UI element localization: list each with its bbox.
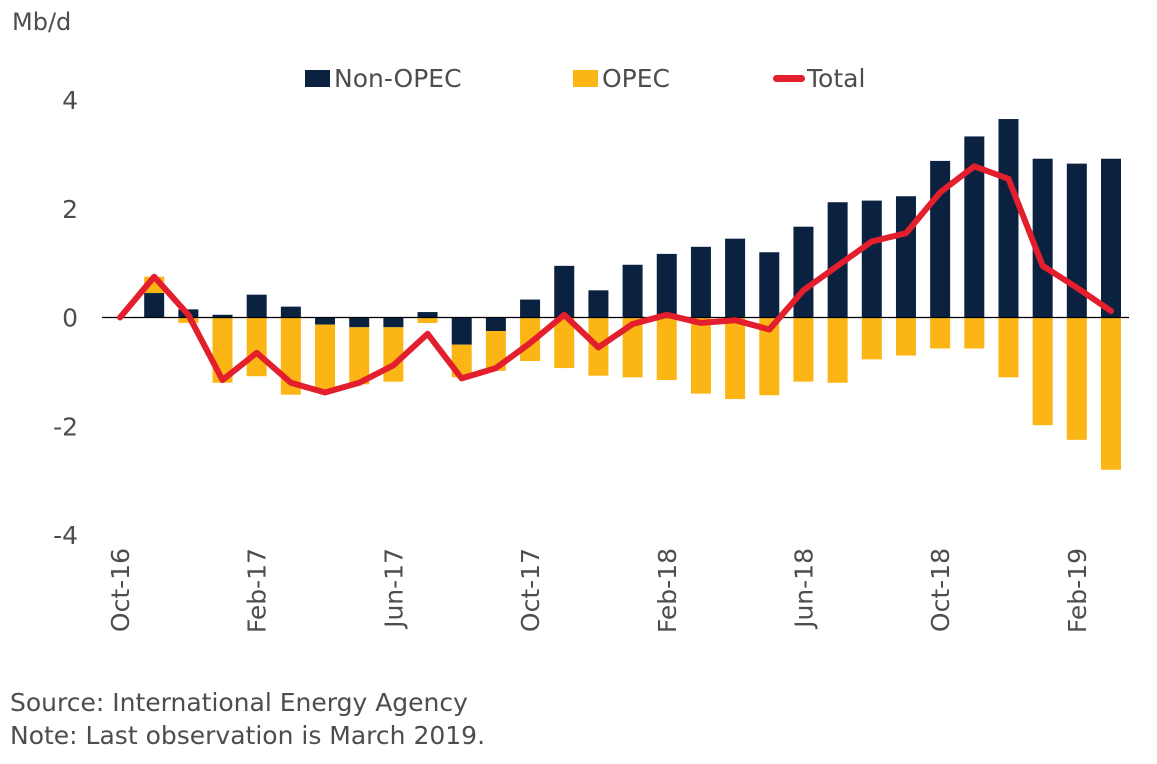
opec-bar-aug-18 <box>861 317 882 360</box>
x-tick-label-oct-18: Oct-18 <box>926 548 955 632</box>
non-opec-bar-mar-17 <box>280 306 301 318</box>
non-opec-bar-mar-19 <box>1101 158 1121 318</box>
opec-bar-jun-17 <box>383 327 404 382</box>
opec-bar-apr-18 <box>725 317 746 400</box>
non-opec-bars <box>144 119 1121 345</box>
non-opec-bar-may-17 <box>349 317 370 328</box>
total-line <box>117 163 1114 396</box>
legend: Non-OPEC OPEC Total <box>0 64 1157 98</box>
non-opec-bar-jul-17 <box>417 312 438 318</box>
opec-bar-sep-18 <box>895 317 916 356</box>
opec-bar-jan-18 <box>622 317 643 378</box>
opec-bar-mar-19 <box>1101 317 1121 470</box>
y-tick-label-4: -4 <box>53 521 78 550</box>
non-opec-bar-jan-17 <box>212 314 233 318</box>
legend-item-total: Total <box>773 64 865 93</box>
non-opec-bar-jan-18 <box>622 264 643 318</box>
opec-bar-nov-18 <box>964 317 985 349</box>
legend-label-total: Total <box>807 64 866 93</box>
opec-bar-may-18 <box>759 317 780 396</box>
y-tick-label-1: 2 <box>62 195 78 224</box>
x-axis-tick-labels: Oct-16 Feb-17 Jun-17 Oct-17 Feb-18 Jun-18 Oct-… <box>106 548 1092 633</box>
y-tick-label-2: 0 <box>62 304 78 333</box>
legend-label-non-opec: Non-OPEC <box>334 64 462 93</box>
legend-swatch-non-opec <box>305 70 330 87</box>
x-tick-label-feb-17: Feb-17 <box>243 548 272 633</box>
non-opec-bar-feb-18 <box>656 253 677 318</box>
non-opec-bar-nov-18 <box>964 136 985 318</box>
y-tick-label-3: -2 <box>53 412 78 441</box>
non-opec-bar-sep-18 <box>895 196 916 318</box>
non-opec-bar-jul-18 <box>827 202 848 318</box>
non-opec-bar-feb-19 <box>1066 163 1087 318</box>
opec-bar-jun-18 <box>793 317 814 382</box>
opec-bar-feb-19 <box>1066 317 1087 440</box>
non-opec-bar-apr-18 <box>725 238 746 318</box>
opec-bar-jan-19 <box>1032 317 1053 426</box>
x-tick-label-feb-19: Feb-19 <box>1063 548 1092 633</box>
y-axis-unit-label: Mb/d <box>12 8 72 36</box>
opec-bar-may-17 <box>349 327 370 385</box>
non-opec-bar-sep-17 <box>485 317 506 332</box>
non-opec-bar-dec-18 <box>998 119 1019 318</box>
non-opec-bar-mar-18 <box>690 246 711 318</box>
opec-bar-oct-18 <box>930 317 951 349</box>
legend-label-opec: OPEC <box>602 64 671 93</box>
legend-swatch-total <box>773 75 805 82</box>
opec-bar-apr-17 <box>315 324 336 393</box>
opec-bar-feb-17 <box>246 317 267 377</box>
opec-bar-feb-18 <box>656 317 677 381</box>
non-opec-bar-jun-17 <box>383 317 404 328</box>
x-tick-label-jun-17: Jun-17 <box>379 548 408 630</box>
opec-bar-dec-18 <box>998 317 1019 378</box>
opec-bar-jul-18 <box>827 317 848 383</box>
y-tick-label-0: 4 <box>62 86 78 115</box>
non-opec-bar-jun-18 <box>793 226 814 318</box>
y-axis-tick-labels: 4 2 0 -2 -4 <box>53 86 78 550</box>
legend-item-non-opec: Non-OPEC <box>305 64 462 93</box>
non-opec-bar-aug-17 <box>451 317 472 345</box>
non-opec-bar-nov-16 <box>144 293 165 318</box>
opec-bar-mar-18 <box>690 317 711 394</box>
non-opec-bar-jan-19 <box>1032 158 1053 318</box>
total-line-group <box>117 163 1114 396</box>
x-tick-label-feb-18: Feb-18 <box>653 548 682 633</box>
non-opec-bar-dec-17 <box>588 290 609 318</box>
x-tick-label-jun-18: Jun-18 <box>789 548 818 630</box>
non-opec-bar-aug-18 <box>861 200 882 318</box>
observation-note: Note: Last observation is March 2019. <box>10 721 486 750</box>
opec-bar-nov-17 <box>554 317 575 369</box>
x-tick-label-oct-17: Oct-17 <box>516 548 545 632</box>
non-opec-bar-may-18 <box>759 252 780 318</box>
opec-bar-jul-17 <box>417 317 438 323</box>
x-tick-label-oct-16: Oct-16 <box>106 548 135 632</box>
legend-swatch-opec <box>573 70 598 87</box>
non-opec-bar-oct-17 <box>520 299 541 318</box>
non-opec-bar-nov-17 <box>554 265 575 318</box>
source-note: Source: International Energy Agency <box>10 688 468 717</box>
legend-item-opec: OPEC <box>573 64 670 93</box>
non-opec-bar-apr-17 <box>315 317 336 325</box>
non-opec-bar-feb-17 <box>246 294 267 318</box>
